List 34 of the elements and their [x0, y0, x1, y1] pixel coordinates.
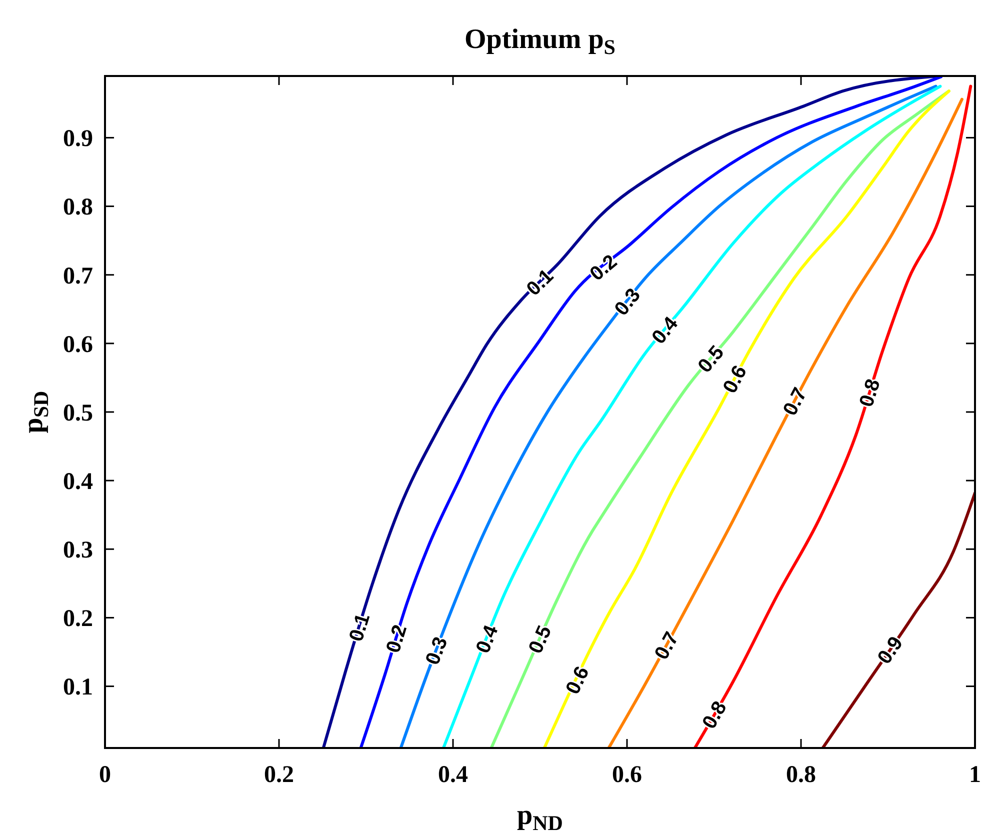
text: 0.2: [382, 622, 412, 656]
y-tick-label: 0.9: [63, 126, 93, 152]
text: 0.3: [422, 634, 452, 668]
line-series: [693, 84, 972, 748]
y-tick-label: 0.4: [63, 468, 93, 495]
y-tick-label: 0.1: [63, 674, 93, 701]
x-axis-title: p$_{ND}$: [517, 800, 563, 836]
chart-title: Optimum p$_{S}$: [464, 24, 616, 60]
text: 0.3: [610, 284, 646, 320]
x-tick-label: 0.4: [438, 762, 468, 788]
y-tick-label: 0.3: [63, 538, 93, 564]
y-tick-label: 0.7: [63, 263, 93, 290]
text: 0.2: [586, 250, 622, 286]
text: 0.7: [779, 384, 812, 420]
x-tick-label: 0: [99, 762, 111, 788]
y-tick-label: 0.6: [63, 332, 93, 358]
x-tick-label: 1: [969, 762, 981, 788]
text: 0.4: [472, 622, 503, 656]
text: 0.9: [874, 632, 908, 668]
y-tick-label: 0.2: [63, 606, 93, 632]
x-tick-label: 0.6: [612, 762, 642, 788]
text: 0.4: [648, 312, 684, 348]
y-tick-label: 0.8: [63, 194, 93, 221]
text: 0.1: [522, 265, 558, 300]
text: 0.8: [698, 698, 732, 733]
text: 0.6: [562, 663, 594, 698]
text: 0.8: [856, 376, 885, 410]
text: 0.7: [650, 628, 684, 664]
y-tick-label: 0.5: [63, 400, 93, 426]
x-tick-label: 0.2: [264, 762, 294, 788]
text: 0.1: [345, 611, 375, 644]
x-tick-label: 0.8: [786, 762, 816, 788]
text: 0.5: [524, 622, 556, 657]
line-series: [821, 491, 975, 748]
